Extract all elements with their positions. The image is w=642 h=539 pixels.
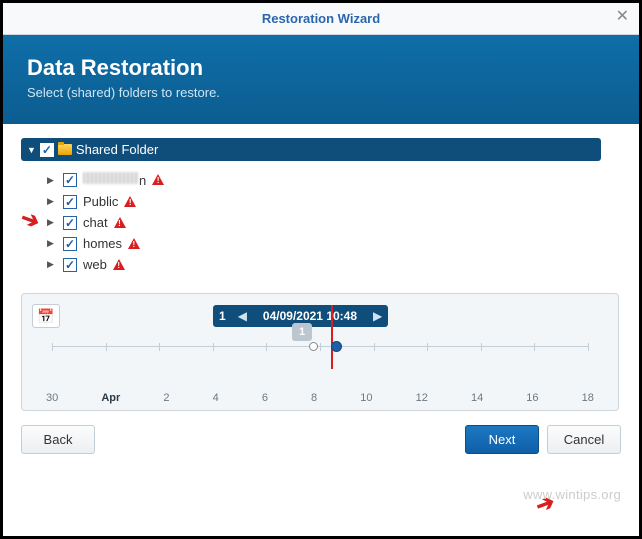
row-checkbox[interactable] — [63, 216, 77, 230]
expand-icon[interactable]: ▶ — [47, 259, 57, 270]
expand-icon[interactable]: ▶ — [47, 217, 57, 228]
date-label: 18 — [582, 392, 594, 404]
date-label: 30 — [46, 392, 58, 404]
content-area: ▼ Shared Folder ▶n▶Public▶chat▶homes▶web — [3, 124, 639, 283]
next-version-button[interactable]: ▶ — [367, 305, 388, 327]
timeline-marker — [331, 305, 333, 369]
timeline-controls: 📅 1 ◀ 04/09/2021 10:48 ▶ — [32, 304, 608, 328]
timeline-date-labels: 30 Apr 2 4 6 8 10 12 14 16 18 — [46, 392, 594, 404]
tree-row[interactable]: ▶ web — [47, 254, 621, 275]
calendar-icon: 📅 — [37, 308, 54, 325]
title-bar: Restoration Wizard ✕ — [3, 3, 639, 35]
timeline-selection-handle[interactable] — [331, 341, 342, 352]
watermark-text: www.wintips.org — [523, 487, 621, 502]
button-row: Back Next Cancel — [3, 411, 639, 468]
timeline-handle[interactable] — [309, 342, 318, 351]
warning-icon — [113, 259, 125, 271]
folder-icon — [58, 144, 72, 155]
warning-icon — [114, 217, 126, 229]
banner-heading: Data Restoration — [27, 55, 615, 81]
row-label: Public — [83, 194, 118, 209]
tree-row[interactable]: ▶n — [47, 169, 621, 191]
root-checkbox[interactable] — [40, 143, 54, 157]
row-checkbox[interactable] — [63, 237, 77, 251]
banner: Data Restoration Select (shared) folders… — [3, 35, 639, 124]
row-label: homes — [83, 236, 122, 251]
row-checkbox[interactable] — [63, 195, 77, 209]
folder-tree: ▼ Shared Folder ▶n▶Public▶chat▶homes▶web — [21, 138, 621, 275]
expand-icon[interactable]: ▶ — [47, 196, 57, 207]
row-checkbox[interactable] — [63, 173, 77, 187]
date-label: 10 — [360, 392, 372, 404]
tree-root-row[interactable]: ▼ Shared Folder — [21, 138, 601, 161]
tree-row[interactable]: ▶ chat — [47, 212, 621, 233]
banner-subtext: Select (shared) folders to restore. — [27, 85, 615, 100]
version-badge: 1 — [213, 305, 232, 327]
timeline-panel: 📅 1 ◀ 04/09/2021 10:48 ▶ 1 30 Apr 2 4 6 8 10 12… — [21, 293, 619, 411]
warning-icon — [152, 174, 164, 186]
date-label: 12 — [416, 392, 428, 404]
timeline-track[interactable]: 1 — [52, 346, 588, 390]
expand-icon[interactable]: ▶ — [47, 175, 57, 186]
date-label: 6 — [262, 392, 268, 404]
date-label: 16 — [526, 392, 538, 404]
calendar-button[interactable]: 📅 — [32, 304, 60, 328]
warning-icon — [124, 196, 136, 208]
date-label: 4 — [213, 392, 219, 404]
row-label: web — [83, 257, 107, 272]
row-label: n — [83, 172, 146, 188]
expand-icon[interactable]: ▶ — [47, 238, 57, 249]
collapse-icon[interactable]: ▼ — [27, 145, 36, 155]
tree-children: ▶n▶Public▶chat▶homes▶web — [21, 169, 621, 275]
cancel-button[interactable]: Cancel — [547, 425, 621, 454]
row-label: chat — [83, 215, 108, 230]
date-label: 14 — [471, 392, 483, 404]
date-label: 8 — [311, 392, 317, 404]
date-label: 2 — [163, 392, 169, 404]
close-icon[interactable]: ✕ — [616, 9, 629, 25]
next-button[interactable]: Next — [465, 425, 539, 454]
version-point-label: 1 — [292, 323, 312, 341]
row-checkbox[interactable] — [63, 258, 77, 272]
annotation-arrow-icon: ➔ — [532, 489, 558, 520]
prev-version-button[interactable]: ◀ — [232, 305, 253, 327]
root-label: Shared Folder — [76, 142, 158, 157]
tree-row[interactable]: ▶ homes — [47, 233, 621, 254]
warning-icon — [128, 238, 140, 250]
window-title: Restoration Wizard — [262, 11, 380, 26]
date-label: Apr — [101, 392, 120, 404]
tree-row[interactable]: ▶ Public — [47, 191, 621, 212]
back-button[interactable]: Back — [21, 425, 95, 454]
